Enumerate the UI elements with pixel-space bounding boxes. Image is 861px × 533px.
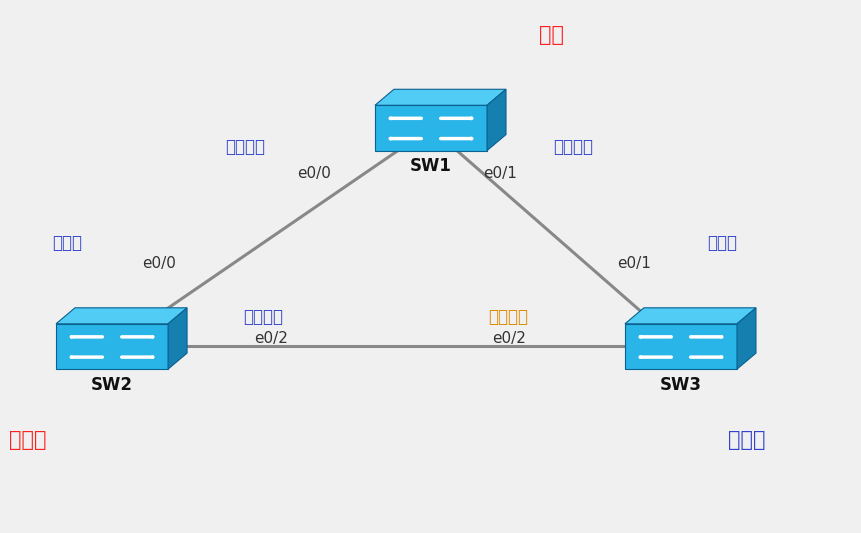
Polygon shape bbox=[624, 324, 736, 369]
Text: SW1: SW1 bbox=[410, 157, 451, 175]
Text: e0/2: e0/2 bbox=[492, 331, 525, 346]
Text: 根端口: 根端口 bbox=[706, 233, 736, 252]
Text: SW3: SW3 bbox=[660, 376, 701, 394]
Polygon shape bbox=[168, 308, 187, 369]
Text: e0/1: e0/1 bbox=[483, 166, 517, 181]
Text: e0/2: e0/2 bbox=[254, 331, 288, 346]
Text: e0/0: e0/0 bbox=[297, 166, 331, 181]
Text: 指定端口: 指定端口 bbox=[243, 308, 282, 326]
Polygon shape bbox=[375, 89, 505, 106]
Polygon shape bbox=[56, 308, 187, 324]
Text: e0/0: e0/0 bbox=[142, 256, 176, 271]
Polygon shape bbox=[486, 89, 505, 150]
Text: 指定端口: 指定端口 bbox=[553, 138, 592, 156]
Text: 根桥: 根桥 bbox=[538, 25, 563, 45]
Text: SW2: SW2 bbox=[91, 376, 133, 394]
Text: 指定端口: 指定端口 bbox=[226, 138, 265, 156]
Polygon shape bbox=[736, 308, 755, 369]
Text: 根端口: 根端口 bbox=[52, 233, 82, 252]
Polygon shape bbox=[624, 308, 755, 324]
Text: 非根桥: 非根桥 bbox=[9, 430, 46, 450]
Text: 阻塞端口: 阻塞端口 bbox=[488, 308, 528, 326]
Text: 非根桥: 非根桥 bbox=[728, 430, 765, 450]
Text: e0/1: e0/1 bbox=[616, 256, 650, 271]
Polygon shape bbox=[375, 106, 486, 150]
Polygon shape bbox=[56, 324, 168, 369]
